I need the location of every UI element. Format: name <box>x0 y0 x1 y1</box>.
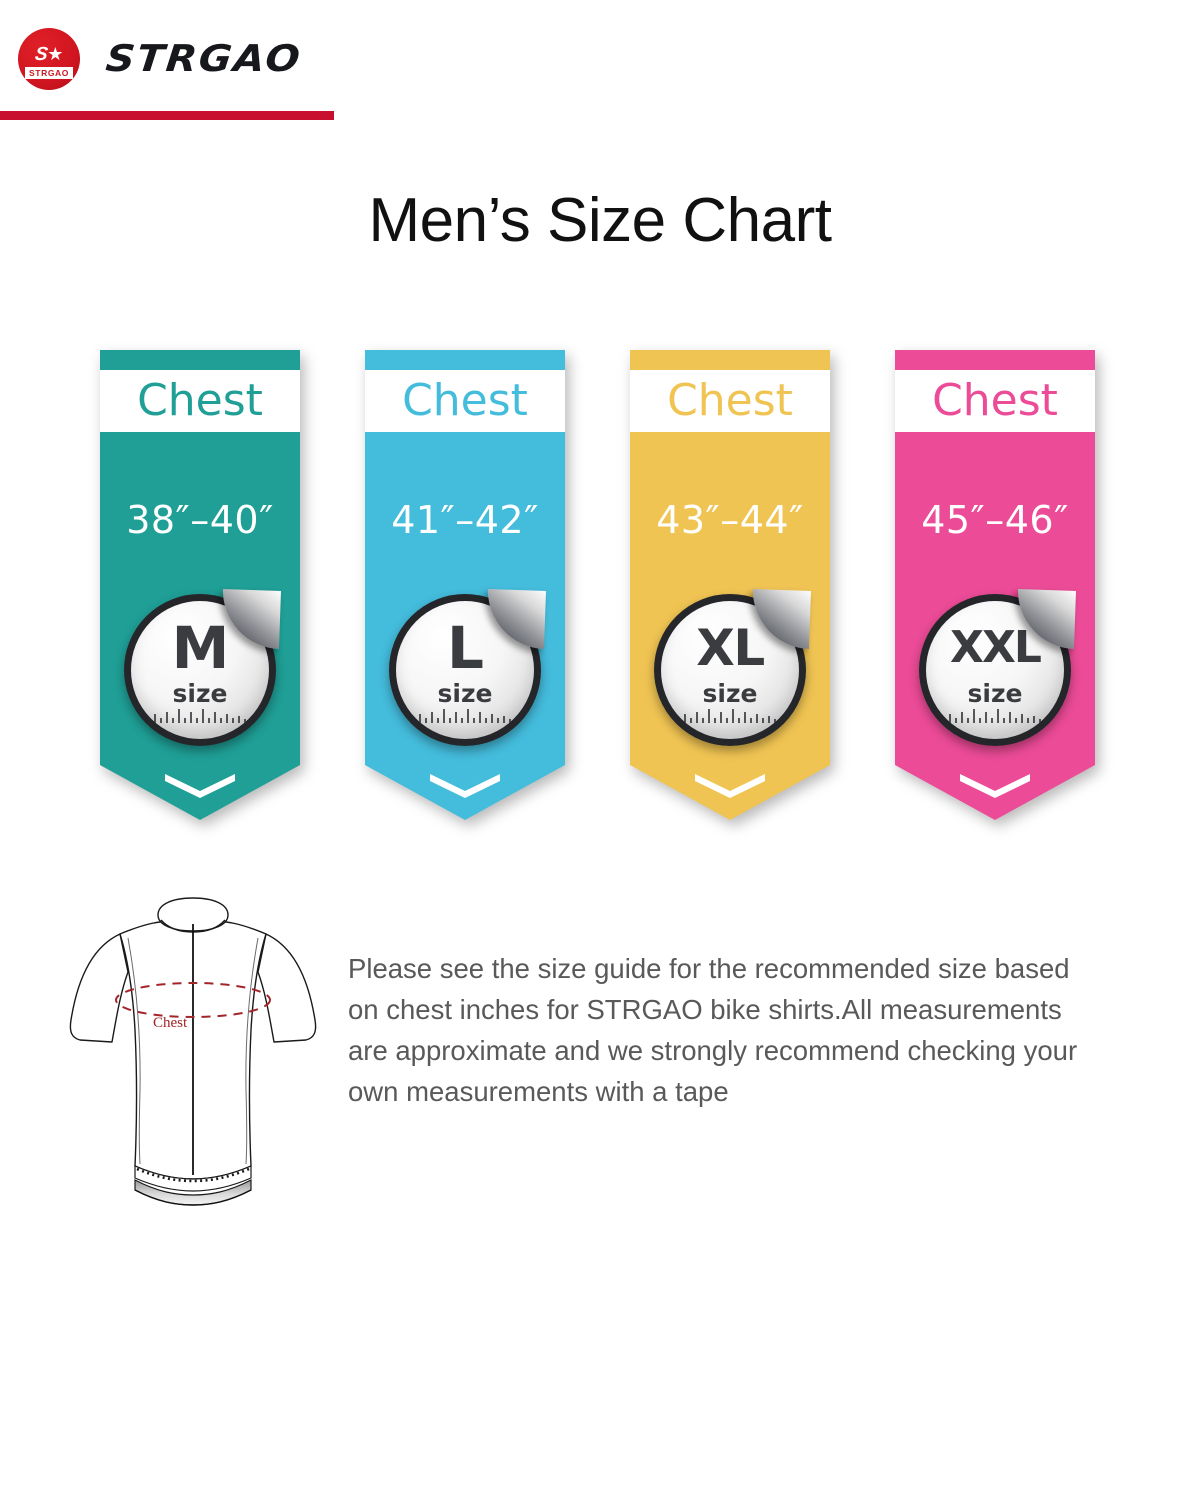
sticker-size-sub-m: size <box>172 679 228 708</box>
ruler-icon <box>949 709 1041 723</box>
sticker-size-letter-l: L <box>447 614 484 682</box>
sticker-size-sub-xxl: size <box>967 679 1023 708</box>
chevron-down-icon <box>960 774 1030 798</box>
jersey-illustration: Chest <box>58 890 338 1215</box>
chest-measure-label: Chest <box>153 1015 188 1031</box>
size-banner-row: Chest 38″–40″ M size <box>100 350 1100 820</box>
star-icon: ★ <box>47 44 64 64</box>
sticker-size-sub-xl: size <box>702 679 758 708</box>
ruler-icon <box>154 709 246 723</box>
size-guide-note: Please see the size guide for the recomm… <box>348 953 1078 1107</box>
banner-body-m: Chest 38″–40″ M size <box>100 350 300 820</box>
chevron-down-icon <box>695 774 765 798</box>
chest-measure-ellipse <box>115 982 271 1018</box>
sticker-size-letter-xxl: XXL <box>950 622 1042 673</box>
banner-body-l: Chest 41″–42″ L size <box>365 350 565 820</box>
logo-s-icon: S <box>33 43 48 65</box>
size-sticker-m: M size <box>124 589 281 746</box>
banner-range-l: 41″–42″ <box>391 498 539 542</box>
banner-label-m: Chest <box>137 375 263 426</box>
header-accent-rule <box>0 111 334 120</box>
ruler-icon <box>684 709 776 723</box>
size-sticker-xxl: XXL size <box>919 589 1076 746</box>
sticker-size-letter-xl: XL <box>696 619 765 677</box>
banner-label-band-l: Chest <box>365 370 565 432</box>
logo-badge: S ★ STRGAO <box>18 28 80 90</box>
cycling-jersey-diagram: Chest <box>69 897 317 1206</box>
logo-badge-text: STRGAO <box>25 67 73 79</box>
banner-range-xl: 43″–44″ <box>656 498 804 542</box>
sticker-size-letter-m: M <box>171 614 230 682</box>
chevron-down-icon <box>430 774 500 798</box>
banner-body-xl: Chest 43″–44″ XL size <box>630 350 830 820</box>
banner-top-strip-xl <box>630 350 830 370</box>
banner-range-xxl: 45″–46″ <box>921 498 1069 542</box>
brand-header: S ★ STRGAO STRGAO <box>0 28 1200 90</box>
size-banner-l[interactable]: Chest 41″–42″ L size <box>365 350 565 820</box>
guide-section: Chest Please see the size guide for the … <box>0 890 1200 1215</box>
size-banner-m[interactable]: Chest 38″–40″ M size <box>100 350 300 820</box>
size-sticker-xl: XL size <box>654 589 811 746</box>
banner-body-xxl: Chest 45″–46″ XXL size <box>895 350 1095 820</box>
banner-label-l: Chest <box>402 375 528 426</box>
banner-range-m: 38″–40″ <box>126 498 274 542</box>
size-banner-xl[interactable]: Chest 43″–44″ XL size <box>630 350 830 820</box>
ruler-icon <box>419 709 511 723</box>
banner-label-band-m: Chest <box>100 370 300 432</box>
banner-label-xl: Chest <box>667 375 793 426</box>
brand-wordmark: STRGAO <box>103 37 304 81</box>
size-banner-xxl[interactable]: Chest 45″–46″ XXL size <box>895 350 1095 820</box>
banner-label-xxl: Chest <box>932 375 1058 426</box>
banner-label-band-xxl: Chest <box>895 370 1095 432</box>
banner-label-band-xl: Chest <box>630 370 830 432</box>
logo-badge-glyphs: S ★ <box>33 43 64 65</box>
size-sticker-l: L size <box>389 589 546 746</box>
chevron-down-icon <box>165 774 235 798</box>
banner-top-strip-m <box>100 350 300 370</box>
banner-top-strip-l <box>365 350 565 370</box>
sticker-size-sub-l: size <box>437 679 493 708</box>
banner-top-strip-xxl <box>895 350 1095 370</box>
page-title: Men’s Size Chart <box>368 186 832 255</box>
